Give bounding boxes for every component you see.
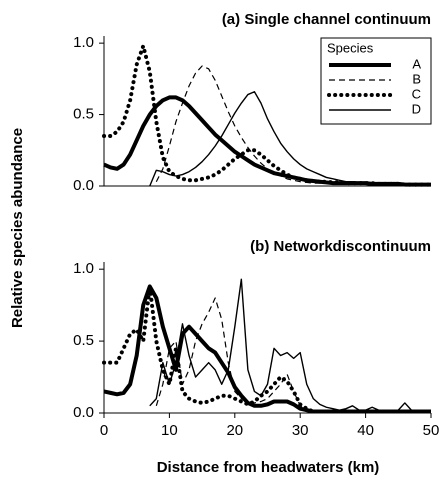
series-line <box>102 44 433 187</box>
panel-title: (a) Single channel continuum <box>222 11 431 28</box>
panel-title: (b) Networkdiscontinuum <box>250 238 431 255</box>
series-line <box>103 95 431 187</box>
x-tick-label: 10 <box>161 422 178 439</box>
x-tick-label: 50 <box>423 422 440 439</box>
x-axis-label: Distance from headwaters (km) <box>157 459 380 476</box>
series-line <box>149 278 431 413</box>
legend-label: D <box>412 101 421 116</box>
y-axis-label: Relative species abundance <box>9 128 26 328</box>
legend-label: C <box>412 86 421 101</box>
x-tick-label: 0 <box>100 422 108 439</box>
x-tick-label: 40 <box>357 422 374 439</box>
x-tick-label: 30 <box>292 422 309 439</box>
y-tick-label: 0.5 <box>73 332 94 349</box>
legend-label: A <box>412 56 421 71</box>
legend-label: B <box>412 71 421 86</box>
x-tick-label: 20 <box>226 422 243 439</box>
series-line <box>149 91 431 187</box>
series-line <box>102 284 433 414</box>
y-tick-label: 1.0 <box>73 260 94 277</box>
y-tick-label: 0.5 <box>73 106 94 123</box>
legend-title: Species <box>327 40 374 55</box>
y-tick-label: 0.0 <box>73 177 94 194</box>
y-tick-label: 0.0 <box>73 404 94 421</box>
y-tick-label: 1.0 <box>73 34 94 51</box>
